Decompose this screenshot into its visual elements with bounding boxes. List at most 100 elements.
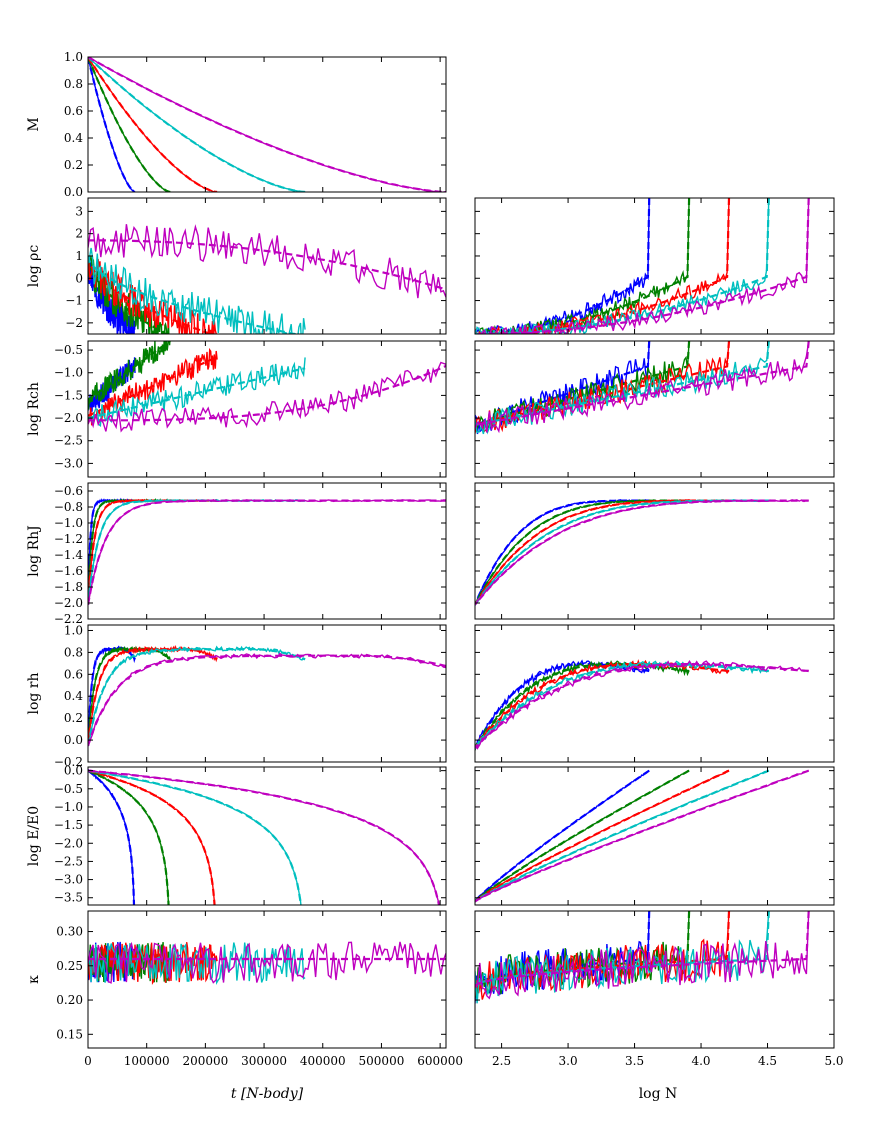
series-cyan-nbody-right-6 (475, 911, 770, 1004)
y-tick-label: 3 (75, 204, 83, 218)
y-tick-label: 0.20 (56, 993, 83, 1007)
series-group (88, 341, 446, 433)
x-axis-label-left: t [N-body] (231, 1086, 304, 1102)
panel-right-row-6: 2.5 3.0 3.5 4.0 4.5 5.0 (474, 910, 844, 1068)
y-tick-label: −2.5 (54, 854, 83, 868)
series-magenta-nbody-right-3 (475, 499, 809, 605)
panel-right-row-3 (474, 482, 835, 620)
series-magenta-model-left-4 (88, 654, 446, 746)
series-green-nbody-right-6 (475, 911, 690, 999)
y-tick-label: −2 (65, 316, 83, 330)
y-tick-label: 1.0 (64, 623, 83, 637)
y-tick-label: 0.8 (64, 77, 83, 91)
x-tick-label: 4.5 (758, 1054, 777, 1068)
series-magenta-nbody-left-4 (88, 652, 446, 747)
x-tick-label: 100000 (124, 1054, 170, 1068)
series-magenta-model-right-2 (475, 341, 810, 426)
panel-right-row-2 (474, 340, 835, 478)
series-blue-nbody-left-5 (88, 768, 135, 905)
y-tick-label: 0.6 (64, 104, 83, 118)
y-tick-label: −0.5 (54, 782, 83, 796)
panel-row-5: log E/E0 −3.5 −3.0 −2.5 −2.0 −1.5 −1.0 −0.5 0.0 (26, 764, 835, 906)
series-cyan-nbody-right-4 (475, 660, 770, 750)
series-green-nbody-left-0 (88, 57, 171, 192)
panel-right-row-5 (474, 766, 835, 906)
y-tick-label: −1.0 (54, 800, 83, 814)
series-cyan-nbody-left-4 (88, 645, 306, 747)
y-axis-label-6: κ (26, 975, 42, 984)
y-axis-label-0: M (26, 117, 42, 131)
panel-right-row-4 (474, 624, 835, 763)
series-cyan-nbody-left-0 (88, 57, 306, 192)
series-red-nbody-right-5 (475, 769, 730, 902)
panel-frame-right-6 (474, 910, 835, 1049)
series-cyan-nbody-right-3 (475, 499, 769, 606)
series-magenta-model-left-2 (88, 364, 446, 422)
y-tick-label: −0.2 (54, 755, 83, 769)
series-cyan-model-left-3 (88, 499, 306, 605)
series-green-model-left-5 (88, 769, 170, 905)
y-tick-label: −3.5 (54, 891, 83, 905)
y-tick-label: −0.8 (54, 500, 83, 514)
y-axis-label-1: log ρc (26, 245, 42, 288)
series-cyan-nbody-left-5 (88, 769, 302, 905)
series-green-model-right-3 (475, 499, 690, 606)
series-cyan-model-left-0 (88, 57, 306, 192)
series-green-nbody-right-5 (475, 769, 690, 902)
y-tick-label: −1.0 (54, 366, 83, 380)
panel-frame-right-4 (474, 624, 835, 763)
y-tick-label: −1.6 (54, 564, 83, 578)
y-tick-label: −2.2 (54, 612, 83, 626)
series-red-model-left-5 (88, 769, 216, 905)
y-tick-label: −2.5 (54, 434, 83, 448)
panel-left-row-1: −2 −1 0 1 2 3 (65, 197, 447, 335)
series-cyan-nbody-right-5 (475, 769, 770, 902)
series-magenta-model-left-5 (88, 769, 441, 905)
series-group (475, 769, 810, 903)
y-axis-label-5: log E/E0 (26, 806, 42, 866)
y-tick-label: −0.6 (54, 484, 83, 498)
series-cyan-nbody-left-1 (88, 247, 306, 334)
series-magenta-model-left-3 (88, 499, 446, 605)
series-blue-nbody-right-1 (475, 198, 650, 334)
series-group (475, 499, 809, 606)
series-cyan-nbody-left-2 (88, 357, 306, 428)
series-group (475, 198, 810, 334)
series-blue-nbody-left-0 (88, 57, 136, 192)
y-tick-label: −2.0 (54, 836, 83, 850)
y-tick-label: 1 (75, 249, 83, 263)
y-tick-label: −2.0 (54, 411, 83, 425)
series-red-nbody-right-3 (475, 499, 730, 606)
panel-left-row-3: −2.2 −2.0 −1.8 −1.6 −1.4 −1.2 −1.0 −0.8 −0.6 (54, 482, 447, 626)
series-magenta-model-right-1 (475, 198, 810, 334)
y-tick-label: −1.8 (54, 580, 83, 594)
series-cyan-model-right-3 (475, 499, 769, 606)
panels: M 0.0 0.2 0.4 0.6 0.8 1.0 log ρc −2 −1 0 1 2 3 log Rch… (26, 50, 844, 1068)
series-magenta-nbody-right-5 (475, 769, 810, 903)
panel-frame-left-2 (87, 340, 447, 478)
series-red-nbody-left-0 (88, 57, 218, 192)
series-red-model-left-0 (88, 57, 218, 192)
panel-frame-left-4 (87, 624, 447, 763)
y-tick-label: −3.0 (54, 456, 83, 470)
series-blue-nbody-left-1 (88, 259, 136, 334)
y-tick-label: 1.0 (64, 50, 83, 64)
y-tick-label: −1.4 (54, 548, 84, 562)
series-magenta-nbody-left-1 (88, 224, 446, 299)
x-tick-label: 3.0 (559, 1054, 578, 1068)
series-magenta-model-right-5 (475, 769, 810, 903)
panel-frame-right-3 (474, 482, 835, 620)
series-blue-model-right-3 (475, 499, 650, 606)
y-tick-label: −1.5 (54, 818, 83, 832)
panel-frame-left-0 (87, 56, 447, 193)
panel-frame-right-2 (474, 340, 835, 478)
series-group (88, 941, 446, 986)
y-tick-label: 0.8 (64, 645, 83, 659)
x-tick-label: 400000 (300, 1054, 346, 1068)
panel-row-1: log ρc −2 −1 0 1 2 3 (26, 197, 835, 335)
y-tick-label: 0.0 (64, 185, 83, 199)
y-tick-label: 0.6 (64, 667, 83, 681)
series-magenta-nbody-right-4 (475, 660, 809, 750)
x-tick-label: 600000 (417, 1054, 463, 1068)
